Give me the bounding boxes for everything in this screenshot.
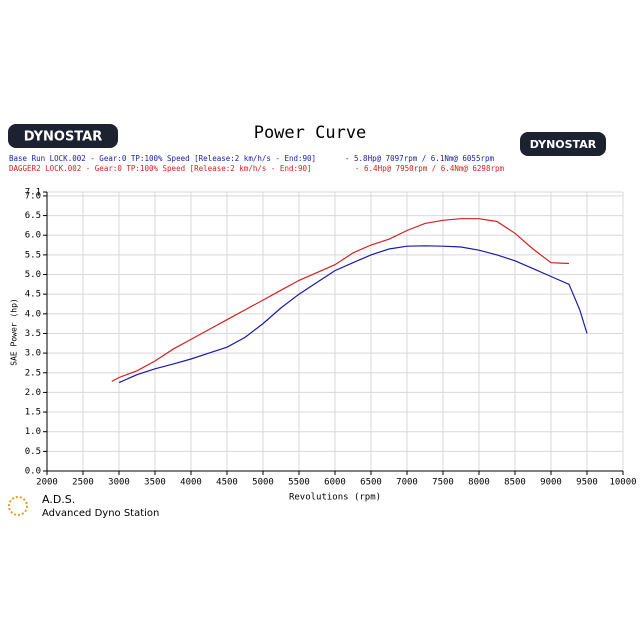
y-tick-label: 6.0 bbox=[25, 231, 41, 241]
y-tick-label: 0.0 bbox=[25, 467, 41, 477]
y-tick-label: 4.5 bbox=[25, 290, 41, 300]
x-tick-label: 3500 bbox=[144, 478, 166, 488]
x-tick-label: 7000 bbox=[396, 478, 418, 488]
logo-left bbox=[8, 124, 118, 148]
brand-subtitle: Advanced Dyno Station bbox=[42, 508, 159, 519]
y-tick-label: 3.5 bbox=[25, 329, 41, 339]
y-tick-label: 2.0 bbox=[25, 388, 41, 398]
x-tick-label: 6500 bbox=[360, 478, 382, 488]
y-tick-label: 6.5 bbox=[25, 211, 41, 221]
x-axis-label: Revolutions (rpm) bbox=[289, 493, 381, 503]
x-tick-label: 5500 bbox=[288, 478, 310, 488]
brand: A.D.S. bbox=[42, 493, 75, 506]
x-tick-label: 7500 bbox=[432, 478, 454, 488]
legend-summary: - 5.8Hp@ 7097rpm / 6.1Nm@ 6055rpm bbox=[345, 154, 494, 163]
y-tick-label: 3.0 bbox=[25, 349, 41, 359]
logo-text: DYNOSTAR bbox=[24, 130, 102, 145]
y-tick-label: 4.0 bbox=[25, 309, 41, 319]
x-tick-label: 2500 bbox=[72, 478, 94, 488]
power-line bbox=[118, 245, 588, 384]
y-tick-label: 7.0 bbox=[25, 191, 41, 201]
x-tick-label: 4000 bbox=[180, 478, 202, 488]
x-tick-label: 6000 bbox=[324, 478, 346, 488]
y-axis-label: SAE Power (hp) bbox=[10, 298, 19, 365]
x-tick-label: 10000 bbox=[609, 478, 636, 488]
x-tick-label: 8000 bbox=[468, 478, 490, 488]
y-tick-label: 0.5 bbox=[25, 447, 41, 457]
y-tick-label: 1.0 bbox=[25, 427, 41, 437]
y-tick-label: 2.5 bbox=[25, 368, 41, 378]
y-tick-label: 5.0 bbox=[25, 270, 41, 280]
brand-icon bbox=[8, 496, 28, 516]
logo-right bbox=[520, 132, 606, 156]
x-tick-label: 3000 bbox=[108, 478, 130, 488]
legend-entry: Base Run LOCK.002 - Gear:0 TP:100% Speed… bbox=[9, 154, 316, 163]
y-tick-label: 1.5 bbox=[25, 408, 41, 418]
x-tick-label: 4500 bbox=[216, 478, 238, 488]
y-tick-label: 5.5 bbox=[25, 250, 41, 260]
x-tick-label: 5000 bbox=[252, 478, 274, 488]
legend-entry: DAGGER2 LOCK.002 - Gear:0 TP:100% Speed … bbox=[9, 164, 312, 173]
power-line bbox=[111, 218, 570, 382]
x-tick-label: 2000 bbox=[36, 478, 58, 488]
x-tick-label: 8500 bbox=[504, 478, 526, 488]
y-tick-label: 7.1 bbox=[25, 188, 41, 198]
legend-summary: - 6.4Hp@ 7950rpm / 6.4Nm@ 6298rpm bbox=[355, 164, 504, 173]
x-tick-label: 9000 bbox=[540, 478, 562, 488]
logo-text: DYNOSTAR bbox=[530, 138, 597, 151]
chart-title: Power Curve bbox=[254, 123, 367, 143]
x-tick-label: 9500 bbox=[576, 478, 598, 488]
